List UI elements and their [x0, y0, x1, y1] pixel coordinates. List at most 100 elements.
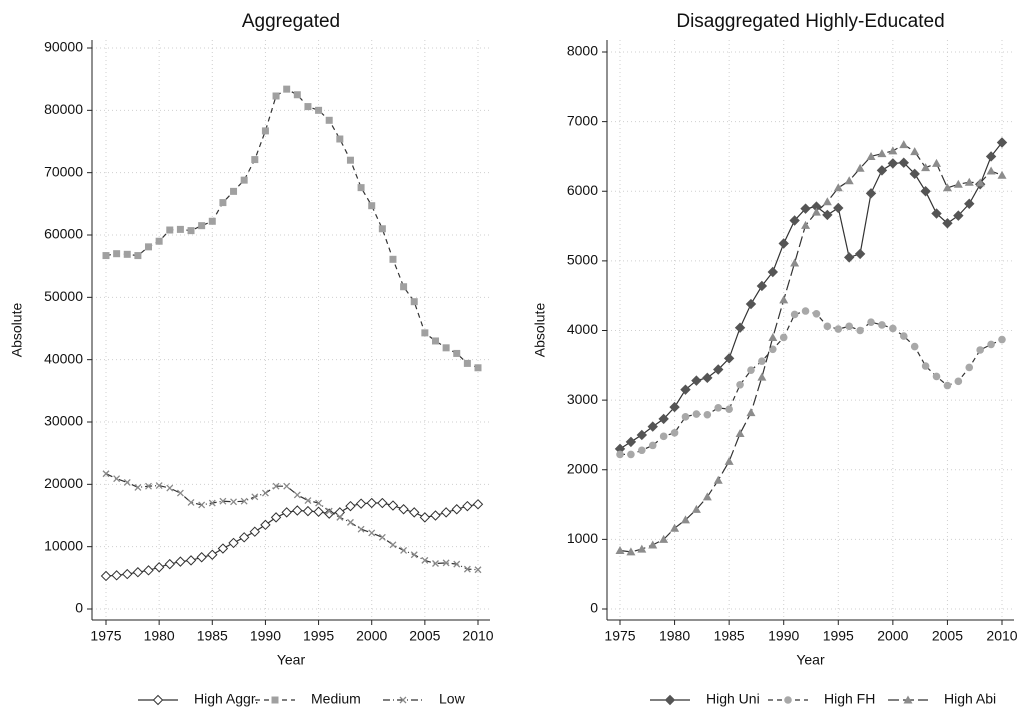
marker	[659, 432, 668, 441]
marker	[249, 526, 261, 537]
legend-marker	[664, 694, 676, 706]
marker	[230, 187, 238, 195]
marker	[164, 558, 175, 570]
marker	[283, 85, 291, 93]
marker	[315, 499, 323, 507]
marker	[638, 446, 646, 455]
marker	[378, 225, 386, 233]
legend-label: High FH	[824, 691, 875, 707]
marker	[822, 209, 833, 221]
marker	[964, 177, 974, 186]
marker	[920, 186, 931, 197]
marker	[462, 500, 473, 512]
marker	[724, 456, 734, 465]
y-tick-label: 90000	[44, 39, 83, 55]
legend-label: Low	[439, 691, 466, 707]
marker	[217, 543, 229, 554]
marker	[747, 366, 755, 374]
marker	[389, 255, 397, 263]
marker	[368, 529, 376, 537]
marker	[270, 512, 282, 523]
x-tick-label: 1975	[90, 628, 121, 644]
x-tick-label: 1985	[714, 628, 745, 644]
marker	[756, 280, 768, 292]
marker	[474, 566, 482, 574]
marker	[387, 500, 399, 511]
y-tick-label: 3000	[567, 391, 598, 407]
marker	[976, 346, 984, 354]
marker	[463, 565, 471, 573]
legend-marker	[152, 694, 164, 706]
marker	[636, 429, 648, 441]
marker	[854, 248, 866, 260]
y-tick-label: 4000	[567, 321, 598, 337]
marker	[867, 318, 875, 326]
marker	[889, 324, 897, 333]
marker	[843, 252, 855, 263]
marker	[409, 507, 420, 518]
marker	[366, 497, 377, 509]
marker	[876, 165, 888, 176]
marker	[132, 567, 144, 578]
marker	[451, 504, 462, 515]
marker	[122, 568, 133, 580]
marker	[325, 507, 333, 515]
marker	[323, 508, 335, 519]
marker	[378, 533, 386, 541]
marker	[472, 499, 484, 510]
marker	[736, 381, 744, 389]
marker	[888, 146, 898, 155]
marker	[964, 198, 975, 209]
x-tick-label: 2000	[877, 628, 908, 644]
marker	[627, 450, 635, 459]
marker	[779, 333, 788, 342]
marker	[238, 532, 250, 543]
marker	[198, 501, 206, 509]
marker	[931, 208, 942, 219]
marker	[953, 210, 964, 221]
marker	[768, 332, 778, 341]
marker	[877, 149, 887, 158]
marker	[987, 340, 995, 349]
marker	[123, 479, 131, 486]
chart-title: Disaggregated Highly-Educated	[676, 11, 944, 32]
marker	[187, 227, 195, 235]
marker	[954, 377, 963, 386]
marker	[723, 353, 735, 364]
marker	[844, 176, 854, 185]
marker	[865, 188, 877, 199]
marker	[430, 510, 441, 521]
marker	[845, 322, 853, 331]
x-tick-label: 1980	[144, 628, 175, 644]
marker	[899, 140, 909, 149]
x-tick-label: 2010	[462, 628, 493, 644]
marker	[648, 441, 657, 450]
marker	[659, 534, 669, 543]
marker	[714, 403, 723, 412]
marker	[260, 519, 271, 531]
marker	[175, 556, 186, 567]
marker	[669, 401, 680, 413]
marker	[996, 137, 1008, 148]
marker	[626, 547, 636, 556]
marker	[272, 482, 280, 490]
marker	[145, 243, 153, 251]
marker	[833, 183, 843, 192]
marker	[153, 562, 165, 573]
marker	[431, 337, 439, 345]
marker	[325, 116, 333, 124]
marker	[942, 218, 953, 229]
marker	[789, 215, 800, 226]
marker	[790, 258, 800, 267]
series-line	[619, 143, 1003, 553]
marker	[616, 450, 624, 459]
y-tick-label: 0	[590, 600, 598, 616]
marker	[878, 321, 886, 329]
y-tick-label: 7000	[567, 112, 598, 128]
marker	[680, 384, 691, 395]
marker	[421, 556, 429, 564]
marker	[953, 179, 963, 188]
legend-label: High Aggr.	[194, 691, 259, 707]
marker	[155, 482, 163, 490]
marker	[648, 540, 658, 549]
